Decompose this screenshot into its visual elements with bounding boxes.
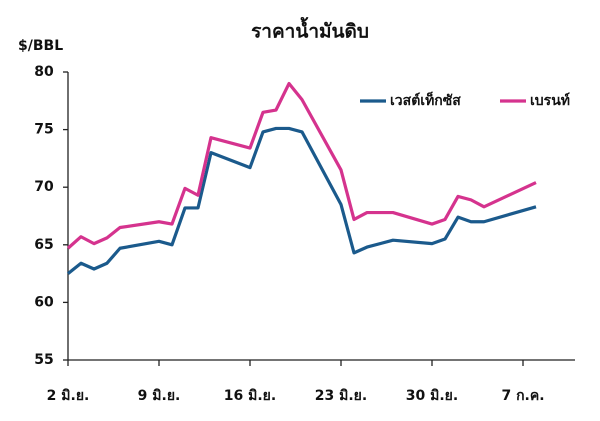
y-tick-label: 80: [34, 64, 54, 80]
y-tick-label: 60: [34, 294, 54, 310]
chart-title: ราคาน้ำมันดิบ: [251, 17, 369, 43]
legend-label: เวสต์เท็กซัส: [390, 91, 461, 109]
y-tick-label: 65: [34, 237, 53, 253]
x-tick-label: 16 มิ.ย.: [224, 388, 276, 404]
x-tick-label: 2 มิ.ย.: [47, 388, 90, 404]
y-axis-label: $/BBL: [18, 38, 63, 54]
x-tick-label: 30 มิ.ย.: [406, 388, 458, 404]
legend-label: เบรนท์: [530, 92, 570, 109]
x-tick-label: 23 มิ.ย.: [315, 388, 367, 404]
series-line: [67, 126, 537, 275]
series-line: [66, 81, 537, 250]
y-tick-label: 70: [34, 179, 54, 195]
x-tick-label: 9 มิ.ย.: [138, 388, 181, 404]
x-tick-label: 7 ก.ค.: [501, 388, 544, 404]
y-tick-label: 55: [34, 352, 53, 368]
y-tick-label: 75: [34, 122, 53, 138]
